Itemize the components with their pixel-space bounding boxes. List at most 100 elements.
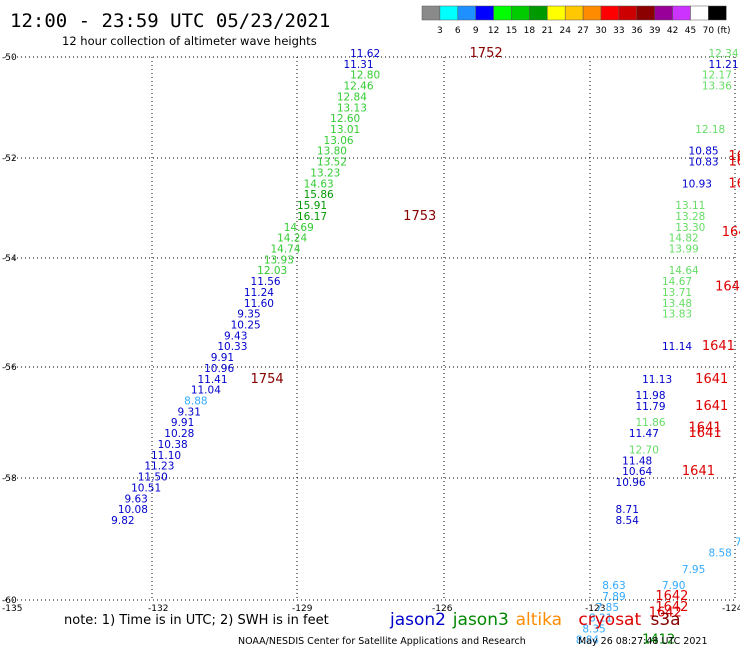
time-stamp-label: 1641 xyxy=(695,399,728,414)
wave-height-label: 11.13 xyxy=(642,374,672,386)
wave-height-label: 8.58 xyxy=(708,548,731,560)
wave-height-label: 8.35 xyxy=(582,624,605,636)
time-stamp-label: 1642 xyxy=(655,589,688,604)
wave-height-label: 9.63 xyxy=(124,493,147,505)
wave-height-label: 12.84 xyxy=(337,91,367,103)
wave-height-label: 9.82 xyxy=(111,515,134,527)
wave-height-label: 11.04 xyxy=(191,385,221,397)
wave-height-label: 12.70 xyxy=(629,444,659,456)
wave-height-label: 13.48 xyxy=(662,298,692,310)
wave-height-label: 13.83 xyxy=(662,309,692,321)
latitude-tick-label: -56 xyxy=(2,363,17,373)
latitude-axis-labels: -50 -52 -54 -56 -58 -60 xyxy=(2,53,17,606)
latitude-tick-label: -54 xyxy=(2,254,17,264)
wave-height-label: 13.01 xyxy=(330,124,360,136)
legend-tick-label: 15 xyxy=(506,26,517,36)
wave-height-label: 9.91 xyxy=(171,417,194,429)
credit-text: NOAA/NESDIS Center for Satellite Applica… xyxy=(238,636,526,647)
wave-height-label: 13.52 xyxy=(317,157,347,169)
wave-height-label: 7.90 xyxy=(662,580,685,592)
wave-height-label: 12.03 xyxy=(257,265,287,277)
legend-tick-label: 30 xyxy=(595,26,607,36)
longitude-tick-label: -123 xyxy=(585,604,605,614)
wave-height-label: 13.13 xyxy=(337,102,367,114)
legend-tick-label: 21 xyxy=(542,26,553,36)
legend-swatch xyxy=(600,5,620,21)
satellite-name-jason2: jason2 xyxy=(389,610,446,630)
wave-height-label: 9.35 xyxy=(237,309,260,321)
legend-tick-label: 3 xyxy=(437,26,443,36)
wave-height-labels: 11.6211.3112.8012.4612.8413.1312.6013.01… xyxy=(111,48,740,646)
time-stamp-label: 1642 xyxy=(649,605,682,620)
legend-swatch xyxy=(654,5,673,21)
wave-height-label: 7.85 xyxy=(596,602,619,614)
wave-height-label: 8.84 xyxy=(576,634,600,646)
wave-height-label: 11.14 xyxy=(662,341,692,353)
color-scale-legend: 3 6 9 12 15 18 21 24 27 30 33 36 39 42 45 70 xyxy=(421,5,727,36)
wave-height-label: 12.18 xyxy=(695,124,725,136)
longitude-tick-label: -135 xyxy=(2,604,22,614)
time-stamp-label: 1412 xyxy=(642,632,675,647)
wave-height-label: 9.91 xyxy=(211,352,234,364)
wave-height-label: 7.95 xyxy=(682,564,705,576)
wave-height-label: 12.34 xyxy=(708,48,738,60)
wave-height-label: 10.64 xyxy=(622,466,652,478)
legend-swatch xyxy=(618,5,638,21)
longitude-tick-label: -126 xyxy=(432,604,453,614)
time-stamp-label: 1752 xyxy=(470,46,503,61)
time-stamp-label: 1642 xyxy=(655,600,688,615)
time-stamp-label: 1640 xyxy=(722,225,740,240)
wave-height-label: 10.93 xyxy=(682,178,712,190)
legend-swatch xyxy=(421,5,441,21)
legend-swatch xyxy=(529,5,548,21)
wave-height-label: 11.24 xyxy=(244,287,274,299)
legend-swatch xyxy=(475,5,494,21)
wave-height-label: 15.91 xyxy=(297,200,327,212)
map-grid xyxy=(5,56,736,601)
wave-height-label: 10.96 xyxy=(204,363,234,375)
legend-swatch xyxy=(439,5,459,21)
chart-title: 12:00 - 23:59 UTC 05/23/2021 xyxy=(10,10,330,32)
wave-height-label: 10.85 xyxy=(689,146,719,158)
longitude-tick-label: -129 xyxy=(292,604,313,614)
wave-height-label: 13.11 xyxy=(675,200,705,212)
wave-height-label: 11.47 xyxy=(629,428,659,440)
header: 12:00 - 23:59 UTC 05/23/2021 12 hour col… xyxy=(10,5,731,48)
wave-height-label: 16.17 xyxy=(297,211,327,223)
timestamp-text: May 26 08:27:48 UTC 2021 xyxy=(578,636,707,647)
wave-height-label: 13.28 xyxy=(675,211,705,223)
legend-unit-label: (ft) xyxy=(717,26,731,36)
wave-height-label: 14.67 xyxy=(662,276,692,288)
wave-height-label: 10.83 xyxy=(689,157,719,169)
wave-height-label: 10.25 xyxy=(231,320,261,332)
legend-tick-label: 33 xyxy=(613,26,624,36)
wave-height-label: 10.33 xyxy=(217,341,247,353)
wave-height-label: 11.62 xyxy=(350,48,380,60)
wave-height-label: 11.50 xyxy=(138,472,168,484)
wave-height-label: 13.71 xyxy=(662,287,692,299)
wave-height-label: 8.71 xyxy=(616,504,639,516)
wave-height-label: 10.28 xyxy=(164,428,194,440)
note-row: note: 1) Time is in UTC; 2) SWH is in fe… xyxy=(64,610,681,630)
wave-height-label: 7.89 xyxy=(602,591,625,603)
wave-height-label: 8.88 xyxy=(184,396,207,408)
legend-swatch xyxy=(672,5,691,21)
time-stamp-label: 1753 xyxy=(403,209,436,224)
latitude-tick-label: -60 xyxy=(2,596,17,606)
time-stamp-label: 1641 xyxy=(682,464,715,479)
wave-height-label: 13.30 xyxy=(675,222,705,234)
footer: NOAA/NESDIS Center for Satellite Applica… xyxy=(238,636,707,647)
wave-height-label: 10.08 xyxy=(118,504,148,516)
legend-tick-label: 24 xyxy=(559,26,571,36)
wave-height-label: 13.99 xyxy=(669,243,699,255)
wave-height-label: 14.24 xyxy=(277,233,307,245)
time-stamp-label: 1754 xyxy=(251,372,284,387)
time-stamp-label: 1640 xyxy=(728,155,740,170)
chart-subtitle: 12 hour collection of altimeter wave hei… xyxy=(62,34,317,48)
legend-tick-label: 70 xyxy=(703,26,715,36)
wave-height-label: 10.38 xyxy=(158,439,188,451)
wave-height-label: 8.63 xyxy=(602,580,625,592)
legend-swatch xyxy=(511,5,530,21)
longitude-axis-labels: -135 -132 -129 -126 -123 -124 xyxy=(2,604,740,614)
wave-height-label: 12.46 xyxy=(343,81,373,93)
